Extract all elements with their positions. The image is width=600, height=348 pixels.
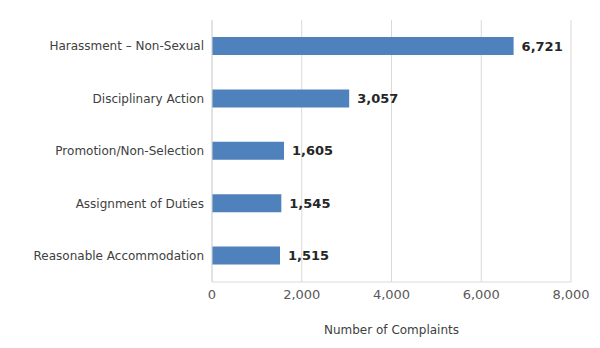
svg-text:0: 0	[208, 287, 216, 302]
svg-text:2,000: 2,000	[283, 287, 320, 302]
svg-text:4,000: 4,000	[373, 287, 410, 302]
svg-text:1,545: 1,545	[289, 196, 330, 211]
svg-text:Number of Complaints: Number of Complaints	[324, 323, 459, 337]
svg-text:Promotion/Non-Selection: Promotion/Non-Selection	[55, 144, 204, 158]
svg-text:6,721: 6,721	[522, 39, 563, 54]
svg-text:Assignment of Duties: Assignment of Duties	[76, 197, 204, 211]
svg-text:1,515: 1,515	[288, 248, 329, 263]
svg-text:Harassment – Non-Sexual: Harassment – Non-Sexual	[49, 39, 204, 53]
svg-text:Reasonable Accommodation: Reasonable Accommodation	[34, 249, 204, 263]
svg-text:6,000: 6,000	[463, 287, 500, 302]
svg-text:3,057: 3,057	[357, 91, 398, 106]
svg-text:1,605: 1,605	[292, 143, 333, 158]
svg-text:Disciplinary Action: Disciplinary Action	[93, 92, 204, 106]
svg-text:8,000: 8,000	[552, 287, 589, 302]
